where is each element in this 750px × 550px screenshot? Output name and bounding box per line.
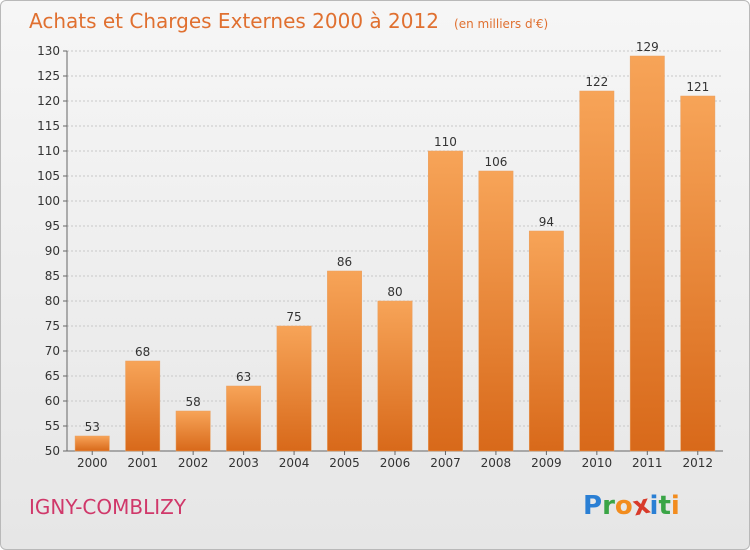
data-label: 94 <box>539 215 554 229</box>
data-label: 68 <box>135 345 150 359</box>
chart-title: Achats et Charges Externes 2000 à 2012 <box>29 9 439 33</box>
data-label: 75 <box>286 310 301 324</box>
x-tick-label: 2010 <box>582 456 613 470</box>
x-tick-label: 2000 <box>77 456 108 470</box>
x-tick-label: 2005 <box>329 456 360 470</box>
x-tick-label: 2004 <box>279 456 310 470</box>
logo-letter: o <box>614 491 633 521</box>
data-label: 58 <box>186 395 201 409</box>
y-tick-label: 50 <box>45 444 60 458</box>
bar <box>226 385 262 452</box>
bar <box>528 230 564 452</box>
bar <box>377 300 413 452</box>
data-label: 122 <box>585 75 608 89</box>
bar <box>276 325 312 452</box>
chart-unit: (en milliers d'€) <box>454 17 549 31</box>
bar <box>579 90 615 452</box>
y-tick-label: 125 <box>37 69 60 83</box>
x-tick-label: 2006 <box>380 456 411 470</box>
data-label: 110 <box>434 135 457 149</box>
x-tick-label: 2001 <box>127 456 158 470</box>
bar <box>680 95 716 452</box>
y-tick-label: 70 <box>45 344 60 358</box>
logo-letter: i <box>670 491 680 521</box>
bar <box>327 270 362 452</box>
y-tick-label: 80 <box>45 294 60 308</box>
location-label: IGNY-COMBLIZY <box>29 495 187 519</box>
y-tick-label: 85 <box>45 269 60 283</box>
data-label: 129 <box>636 40 659 54</box>
y-tick-label: 55 <box>45 419 60 433</box>
y-tick-label: 95 <box>45 219 60 233</box>
data-label: 106 <box>484 155 507 169</box>
y-tick-label: 65 <box>45 369 60 383</box>
x-tick-label: 2002 <box>178 456 209 470</box>
logo-letter: t <box>658 491 671 521</box>
data-label: 63 <box>236 370 251 384</box>
data-label: 53 <box>85 420 100 434</box>
y-tick-label: 100 <box>37 194 60 208</box>
x-tick-label: 2011 <box>632 456 663 470</box>
y-tick-label: 115 <box>37 119 60 133</box>
data-label: 80 <box>387 285 402 299</box>
proxiti-logo: Proxiti <box>583 490 680 523</box>
bar <box>125 360 161 452</box>
y-tick-label: 75 <box>45 319 60 333</box>
y-tick-label: 60 <box>45 394 60 408</box>
y-tick-label: 120 <box>37 94 60 108</box>
x-tick-label: 2008 <box>481 456 512 470</box>
y-tick-label: 110 <box>37 144 60 158</box>
logo-letter: i <box>649 491 659 521</box>
bar <box>175 410 211 452</box>
bar <box>428 150 463 452</box>
x-tick-label: 2003 <box>228 456 259 470</box>
logo-letter: r <box>602 491 615 521</box>
bar <box>629 55 665 452</box>
x-tick-label: 2007 <box>430 456 461 470</box>
chart-title-row: Achats et Charges Externes 2000 à 2012 (… <box>29 9 548 33</box>
x-tick-label: 2012 <box>682 456 713 470</box>
bar <box>478 170 514 452</box>
logo-letter: P <box>583 491 603 521</box>
y-tick-label: 130 <box>37 44 60 58</box>
x-tick-label: 2009 <box>531 456 562 470</box>
data-label: 86 <box>337 255 352 269</box>
bar <box>74 435 110 452</box>
y-tick-label: 105 <box>37 169 60 183</box>
y-tick-label: 90 <box>45 244 60 258</box>
data-label: 121 <box>686 80 709 94</box>
